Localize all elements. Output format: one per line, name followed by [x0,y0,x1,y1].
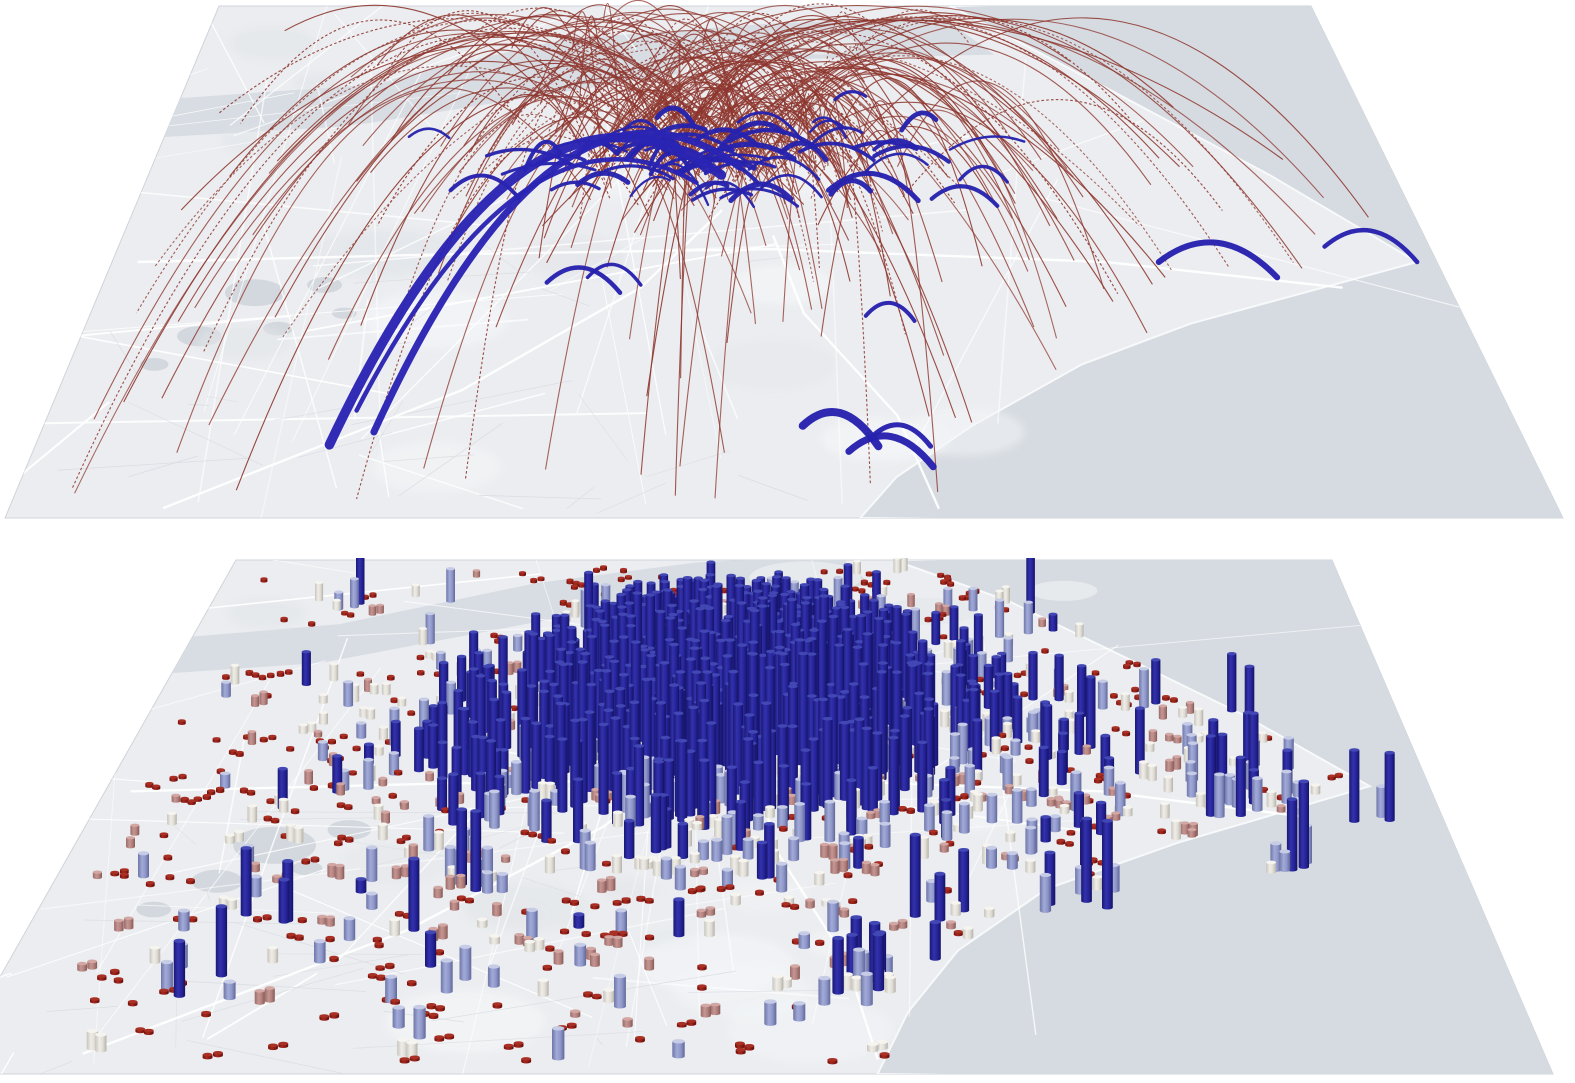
red-flow-arcs-layer [71,0,1369,500]
blue-flow-arcs-layer [324,90,1420,471]
lake-shape [191,869,243,893]
arc-flow-map-panel[interactable] [0,0,1575,522]
lake-shape [327,820,372,840]
column-map-panel[interactable] [0,558,1575,1083]
column-map-canvas [0,558,1554,1075]
lake-shape [140,358,169,371]
lake-shape [136,901,171,918]
lake-shape [291,861,323,876]
islet-shape [1029,580,1098,601]
column-layer [77,558,1395,1065]
arc-flow-map-canvas [4,0,1564,519]
